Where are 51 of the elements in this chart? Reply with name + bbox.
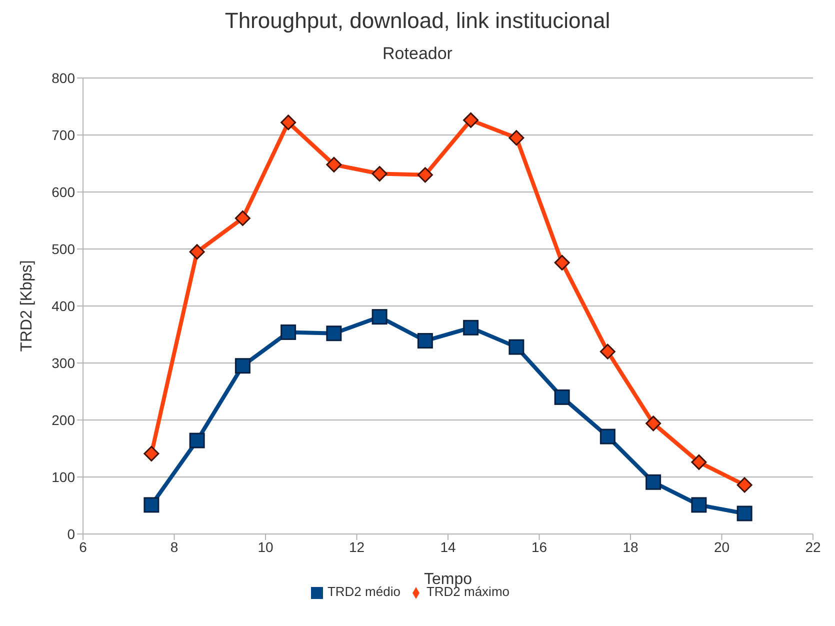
point: [280, 324, 296, 340]
legend-label: TRD2 médio: [327, 584, 400, 599]
y-axis-title: TRD2 [Kbps]: [18, 260, 36, 352]
point: [463, 112, 479, 128]
point: [189, 432, 205, 448]
point: [600, 344, 616, 360]
point: [463, 320, 479, 336]
point: [554, 254, 570, 270]
point: [508, 339, 524, 355]
point: [600, 428, 616, 444]
point: [646, 474, 662, 490]
point: [417, 333, 433, 349]
point: [417, 167, 433, 183]
y-tick-label: 400: [52, 298, 76, 314]
point: [372, 309, 388, 325]
y-tick-label: 600: [52, 184, 76, 200]
point: [691, 497, 707, 513]
point: [646, 416, 662, 432]
y-tick-label: 0: [67, 526, 76, 542]
chart-title: Throughput, download, link institucional: [224, 8, 612, 34]
y-tick-label: 100: [52, 468, 76, 485]
x-tick-label: 18: [622, 538, 638, 555]
y-tick-label: 800: [52, 70, 76, 86]
x-tick-label: 16: [531, 538, 548, 555]
point: [189, 244, 205, 260]
x-tick-label: 20: [714, 538, 730, 555]
x-tick-label: 14: [440, 538, 456, 555]
y-tick-label: 200: [52, 412, 76, 428]
point: [554, 389, 570, 405]
y-tick-label: 300: [52, 354, 76, 371]
chart-subtitle: Roteador: [382, 44, 454, 64]
y-tick-label: 500: [52, 240, 76, 257]
point: [144, 446, 160, 462]
point: [234, 358, 250, 374]
point: [326, 156, 342, 172]
x-tick-label: 6: [79, 538, 88, 555]
y-tick-label: 700: [52, 126, 76, 143]
point: [691, 454, 707, 470]
point: [508, 130, 524, 146]
point: [326, 326, 342, 342]
point: [280, 114, 296, 130]
point: [144, 497, 160, 513]
point: [372, 166, 388, 182]
x-tick-label: 22: [805, 538, 821, 555]
point: [736, 506, 752, 522]
x-tick-label: 8: [170, 538, 178, 555]
x-tick-label: 12: [348, 538, 365, 555]
point: [234, 210, 250, 226]
x-axis-title: Tempo: [424, 571, 472, 588]
x-tick-label: 10: [258, 538, 274, 555]
point: [736, 477, 752, 493]
